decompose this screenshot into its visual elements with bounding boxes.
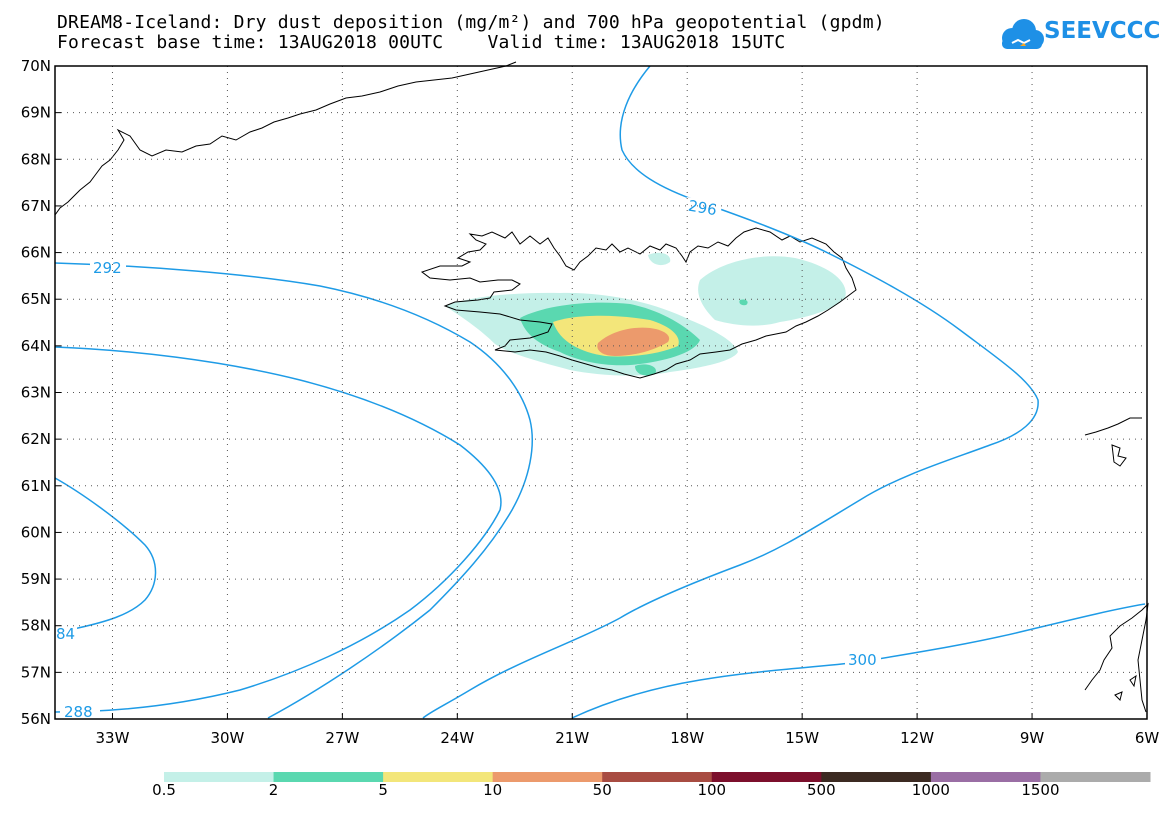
cloud-icon — [1002, 19, 1044, 49]
lat-label: 62N — [21, 430, 51, 448]
colorbar-swatch — [930, 772, 1041, 782]
chart-title-line2: Forecast base time: 13AUG2018 00UTC Vali… — [57, 32, 786, 53]
colorbar-label: 1000 — [911, 781, 950, 799]
dust-level-2-south — [635, 364, 656, 376]
colorbar-swatch — [1040, 772, 1151, 782]
colorbar — [164, 772, 1151, 782]
axis-ticks — [55, 65, 1148, 720]
lat-label: 68N — [21, 150, 51, 168]
contour-292 — [54, 262, 533, 719]
dust-level-0.5-east — [698, 256, 846, 326]
contour-284 — [54, 477, 157, 633]
lat-label: 58N — [21, 617, 51, 635]
faroe-coastline — [1111, 444, 1127, 467]
lat-label: 56N — [21, 710, 51, 728]
colorbar-label: 1500 — [1021, 781, 1060, 799]
contour-label-84: 84 — [56, 625, 75, 643]
map-grid — [55, 66, 1147, 719]
lat-label: 64N — [21, 337, 51, 355]
lon-label: 27W — [325, 729, 359, 747]
chart-title-line1: DREAM8-Iceland: Dry dust deposition (mg/… — [57, 12, 885, 33]
contour-288 — [54, 346, 502, 713]
lat-label: 63N — [21, 384, 51, 402]
norway-coastline — [1084, 417, 1142, 436]
colorbar-label: 500 — [807, 781, 836, 799]
colorbar-label: 50 — [592, 781, 612, 799]
dust-shading — [445, 252, 846, 376]
colorbar-label: 2 — [268, 781, 279, 799]
lon-label: 12W — [900, 729, 934, 747]
lon-label: 30W — [210, 729, 244, 747]
contour-label-296: 296 — [687, 197, 718, 220]
latitude-labels: 70N 69N 68N 67N 66N 65N 64N 63N 62N 61N 60N 59N 58N 5… — [21, 57, 51, 728]
longitude-labels: 33W 30W 27W 24W 21W 18W 15W 12W 9W 6W — [96, 729, 1160, 747]
dust-level-0.5-north — [648, 252, 671, 266]
geopotential-contours — [54, 65, 1146, 719]
scotland-islands — [1114, 674, 1137, 701]
seevccc-logo — [1002, 19, 1044, 49]
lat-label: 59N — [21, 570, 51, 588]
lat-label: 70N — [21, 57, 51, 75]
contour-296 — [422, 65, 1039, 719]
colorbar-label: 10 — [483, 781, 503, 799]
iceland-coastline — [420, 227, 857, 379]
contour-label-292: 292 — [93, 259, 122, 277]
colorbar-swatch — [821, 772, 932, 782]
colorbar-swatch — [602, 772, 713, 782]
lat-label: 69N — [21, 104, 51, 122]
lon-label: 9W — [1020, 729, 1045, 747]
dust-level-10 — [597, 327, 670, 356]
lon-label: 33W — [96, 729, 130, 747]
lat-label: 57N — [21, 663, 51, 681]
contour-label-288: 288 — [64, 703, 93, 721]
lat-label: 67N — [21, 197, 51, 215]
contour-label-300: 300 — [848, 651, 877, 669]
colorbar-label: 5 — [378, 781, 388, 799]
colorbar-swatch — [383, 772, 494, 782]
contour-labels: 292 296 300 288 84 — [55, 197, 881, 721]
lon-label: 15W — [785, 729, 819, 747]
dust-level-2-east — [739, 299, 748, 306]
lat-label: 61N — [21, 477, 51, 495]
lon-label: 6W — [1135, 729, 1160, 747]
colorbar-swatch — [711, 772, 822, 782]
scotland-coastline — [1084, 602, 1149, 713]
colorbar-swatch — [492, 772, 603, 782]
lon-label: 24W — [440, 729, 474, 747]
lat-label: 66N — [21, 244, 51, 262]
colorbar-label: 100 — [697, 781, 727, 799]
lat-label: 60N — [21, 523, 51, 541]
colorbar-swatch — [273, 772, 384, 782]
lon-label: 18W — [670, 729, 704, 747]
greenland-coastline — [54, 61, 517, 216]
colorbar-swatch — [164, 772, 275, 782]
colorbar-label: 0.5 — [152, 781, 176, 799]
lon-label: 21W — [555, 729, 589, 747]
logo-text: SEEVCCC — [1044, 18, 1161, 44]
lat-label: 65N — [21, 290, 51, 308]
coastlines — [54, 61, 1149, 713]
